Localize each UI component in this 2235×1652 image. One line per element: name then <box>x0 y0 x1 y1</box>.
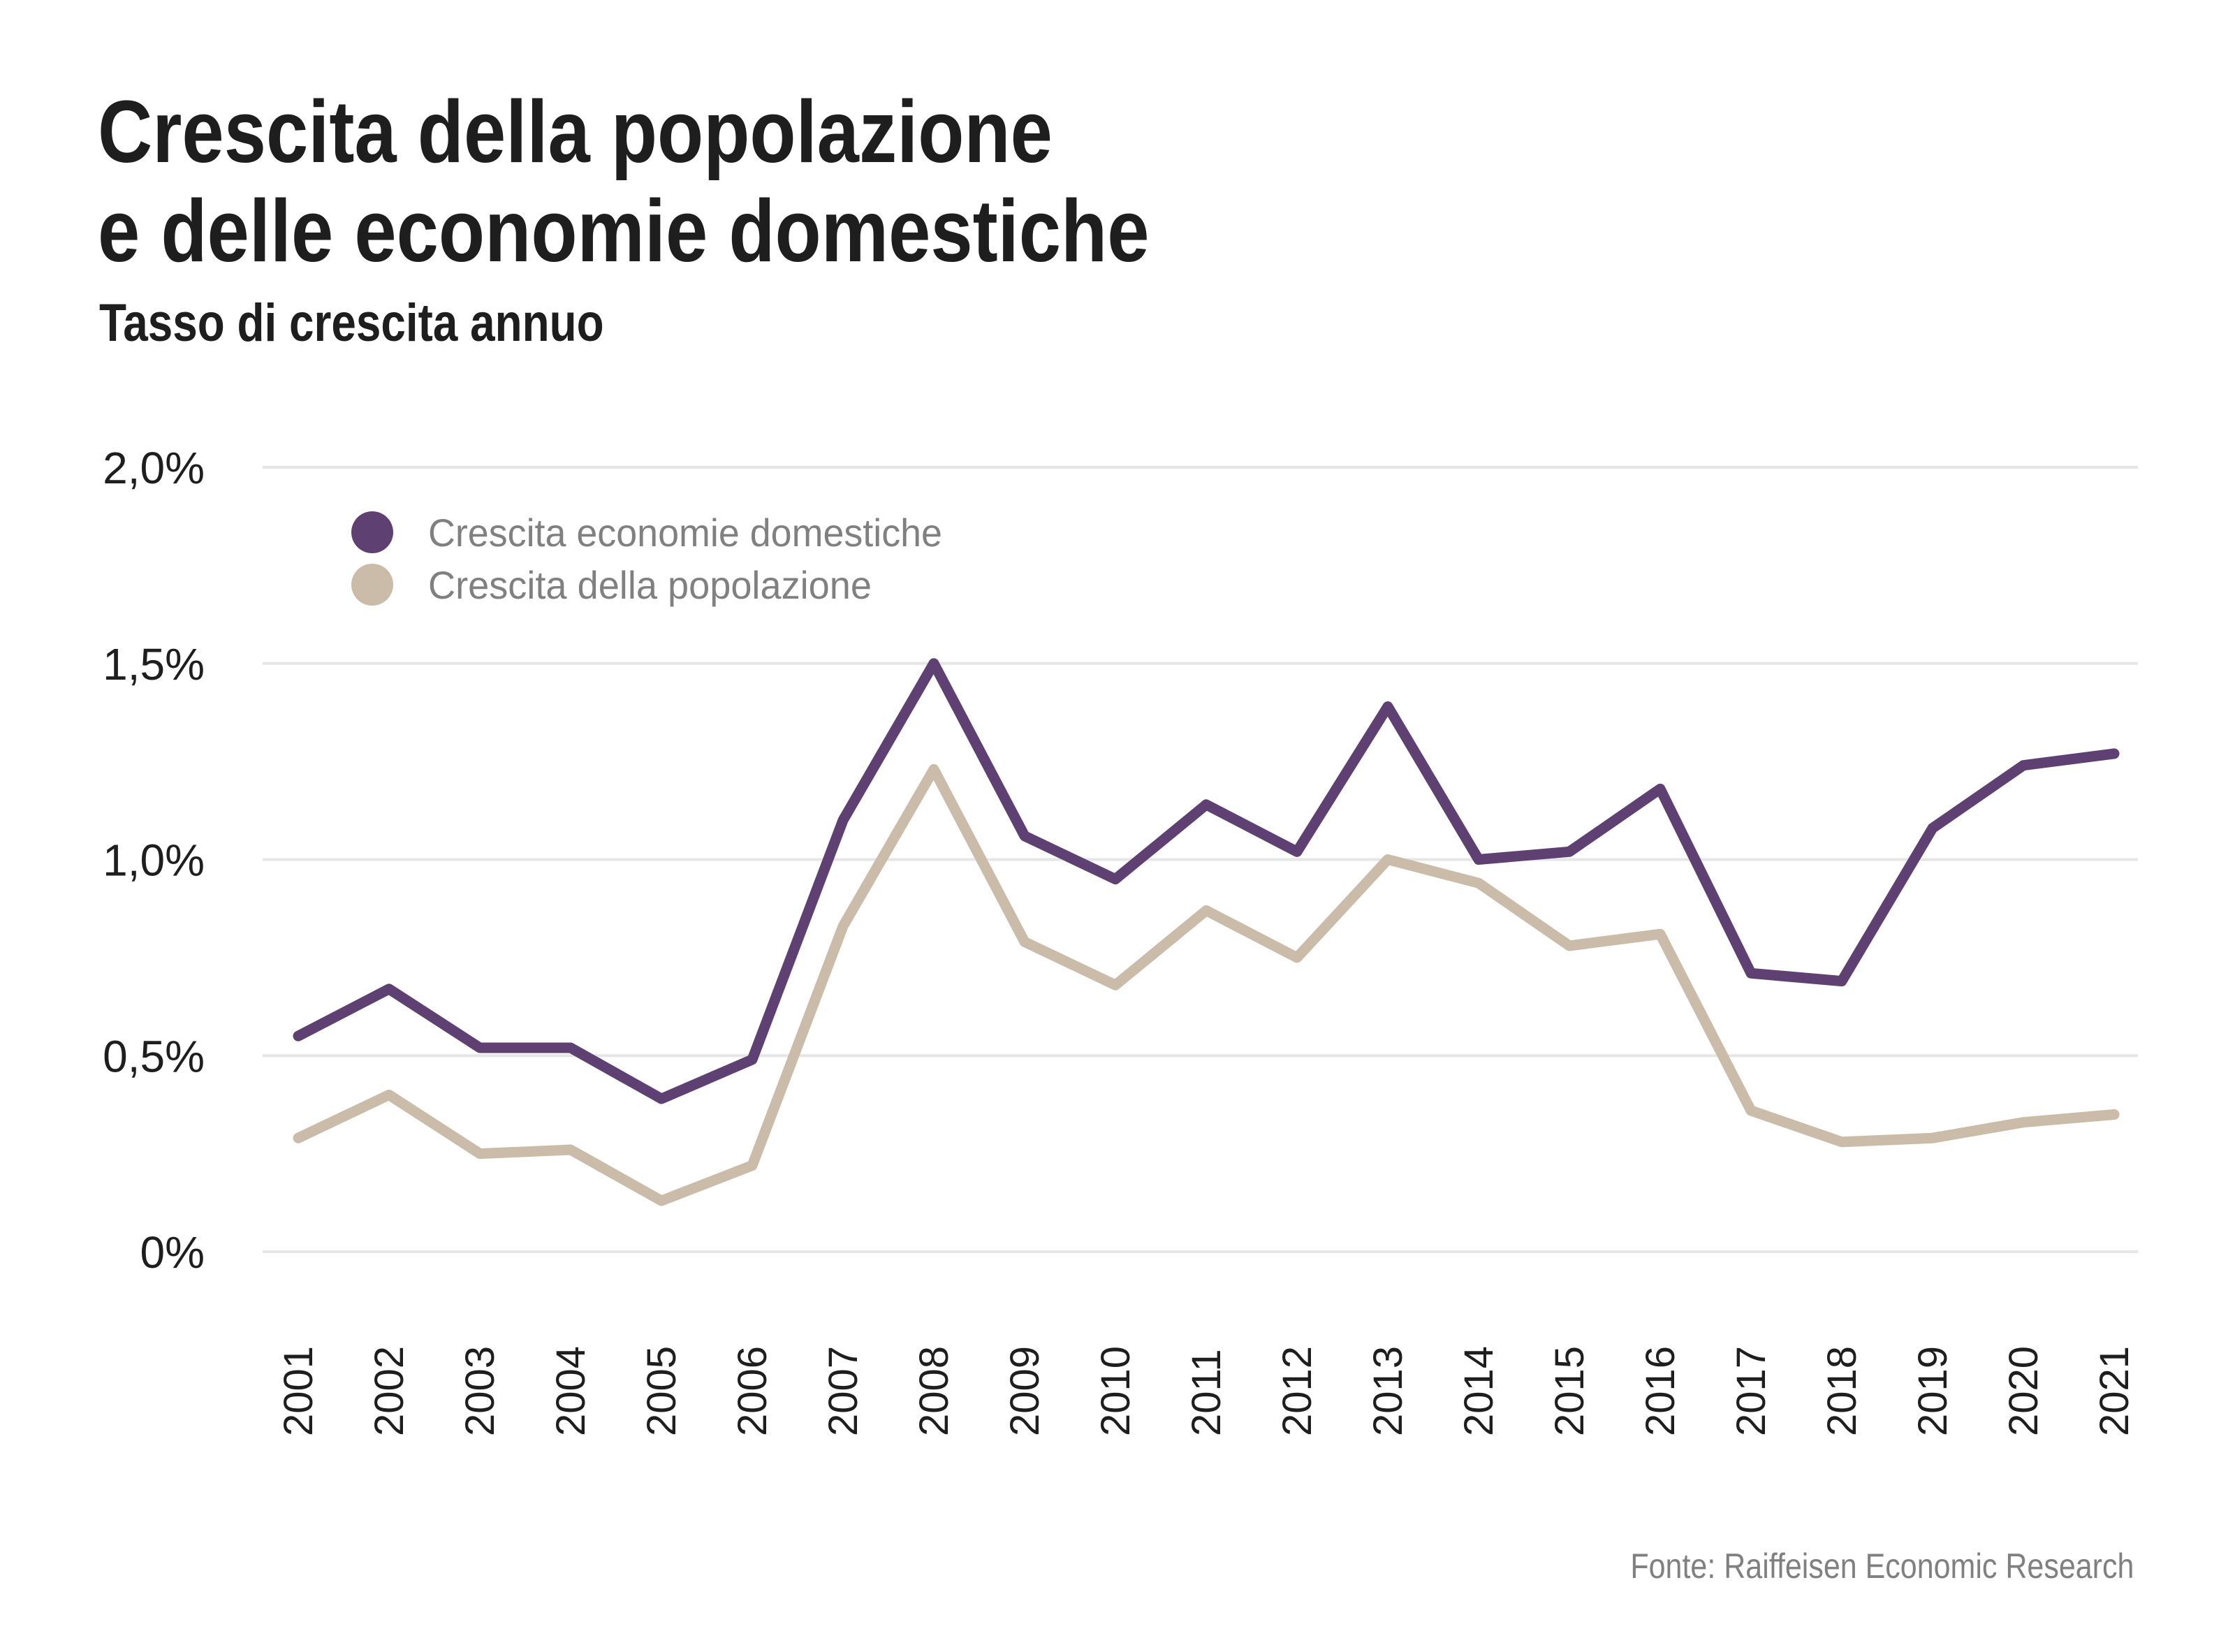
y-tick-label: 1,0% <box>103 835 205 886</box>
x-tick-label: 2018 <box>1819 1346 1865 1436</box>
series-0 <box>293 658 2120 1104</box>
x-axis-tick-labels: 2001 2002 2003 2004 2005 2006 2007 2008 2009 2010… <box>276 1346 2137 1436</box>
x-tick-label: 2005 <box>639 1346 684 1436</box>
x-tick-label: 2006 <box>730 1346 775 1436</box>
y-tick-label: 2,0% <box>103 443 205 493</box>
legend-item: Crescita della popolazione <box>351 563 872 607</box>
chart-title-line-1: Crescita della popolazione <box>98 82 1053 181</box>
x-tick-label: 2003 <box>457 1346 503 1436</box>
legend-label: Crescita economie domestiche <box>428 511 942 555</box>
x-tick-label: 2017 <box>1729 1346 1774 1436</box>
x-tick-label: 2020 <box>2001 1346 2046 1436</box>
x-tick-label: 2015 <box>1547 1346 1592 1436</box>
x-tick-label: 2019 <box>1910 1346 1956 1436</box>
legend-marker-icon <box>351 511 393 553</box>
y-tick-label: 0% <box>140 1227 205 1278</box>
x-tick-label: 2001 <box>276 1346 321 1436</box>
chart-title: Crescita della popolazione e delle econo… <box>98 82 1150 281</box>
x-tick-label: 2021 <box>2092 1346 2137 1436</box>
y-axis-tick-labels: 0% 0,5% 1,0% 1,5% 2,0% <box>103 443 205 1278</box>
series-1 <box>293 763 2120 1206</box>
chart-title-line-2: e delle economie domestiche <box>98 182 1150 280</box>
series-line <box>293 658 2120 1104</box>
x-tick-label: 2007 <box>821 1346 866 1436</box>
legend-item: Crescita economie domestiche <box>351 511 942 555</box>
x-tick-label: 2010 <box>1093 1346 1138 1436</box>
y-tick-label: 1,5% <box>103 639 205 689</box>
legend-label: Crescita della popolazione <box>428 563 872 607</box>
x-tick-label: 2013 <box>1365 1346 1411 1436</box>
x-tick-label: 2016 <box>1638 1346 1683 1436</box>
x-tick-label: 2012 <box>1275 1346 1320 1436</box>
x-tick-label: 2014 <box>1456 1346 1502 1436</box>
x-tick-label: 2004 <box>548 1346 594 1436</box>
x-tick-label: 2011 <box>1184 1349 1229 1436</box>
x-tick-label: 2009 <box>1002 1346 1048 1436</box>
series-lines <box>293 658 2120 1206</box>
chart-subtitle: Tasso di crescita annuo <box>99 293 604 353</box>
x-tick-label: 2008 <box>911 1346 957 1436</box>
y-tick-label: 0,5% <box>103 1031 205 1081</box>
source-note: Fonte: Raiffeisen Economic Research <box>1629 1547 2134 1586</box>
x-tick-label: 2002 <box>367 1346 412 1436</box>
legend: Crescita economie domestiche Crescita del… <box>351 511 942 607</box>
legend-marker-icon <box>351 564 393 606</box>
